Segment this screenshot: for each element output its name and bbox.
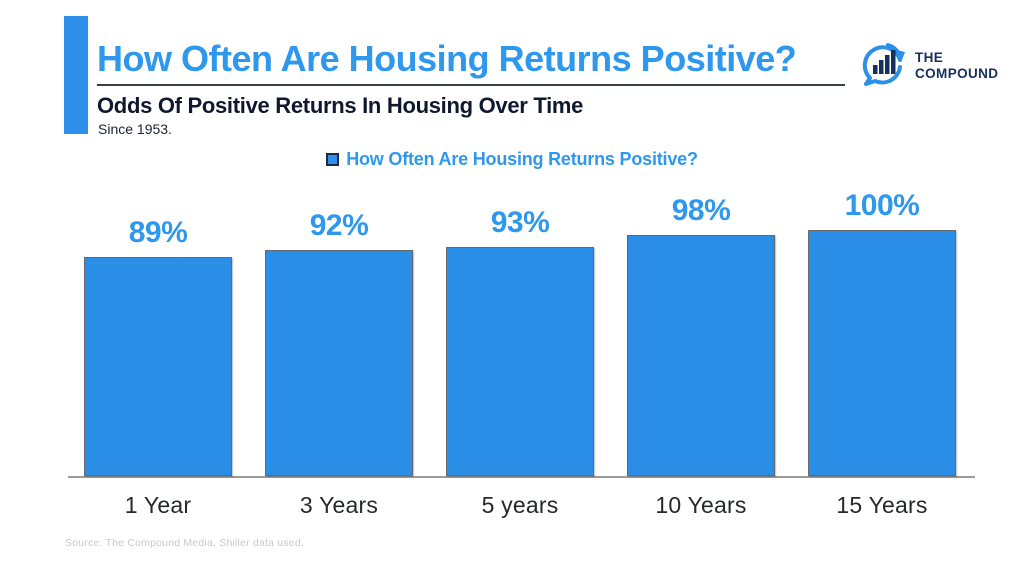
compound-logo: THE COMPOUND	[858, 38, 998, 93]
bars-row: 89% 92% 93% 98% 100%	[84, 188, 956, 476]
logo-wordmark: THE COMPOUND	[915, 50, 998, 82]
bar-value-label: 100%	[844, 189, 920, 222]
bar	[446, 247, 594, 476]
bar	[84, 257, 232, 476]
bar-value-label: 93%	[490, 206, 550, 239]
chart-plot-area: 89% 92% 93% 98% 100%	[68, 188, 975, 478]
bar-group: 92%	[265, 209, 413, 476]
page-subtitle: Odds Of Positive Returns In Housing Over…	[97, 93, 584, 118]
bar-value-label: 89%	[128, 216, 188, 249]
x-axis-label: 10 Years	[655, 492, 747, 518]
compound-chart-bubble-icon	[858, 38, 908, 93]
bar	[265, 250, 413, 476]
page-subnote: Since 1953.	[98, 121, 172, 137]
x-axis-label: 1 Year	[124, 492, 192, 518]
page-title: How Often Are Housing Returns Positive?	[97, 38, 797, 79]
bar-group: 98%	[627, 194, 775, 476]
bar-value-label: 92%	[309, 209, 369, 242]
bar-value-label: 98%	[671, 194, 731, 227]
xaxis-labels-row: 1 Year 3 Years 5 years 10 Years 15 Years	[84, 492, 956, 519]
x-axis-label: 3 Years	[299, 492, 379, 518]
legend-label: How Often Are Housing Returns Positive?	[346, 149, 698, 169]
header-accent-bar	[64, 16, 88, 134]
bar-group: 93%	[446, 206, 594, 476]
title-underline	[97, 84, 845, 86]
logo-line1: THE	[915, 49, 944, 65]
source-note: Source: The Compound Media, Shiller data…	[65, 537, 304, 549]
bar	[627, 235, 775, 476]
logo-line2: COMPOUND	[915, 65, 999, 81]
chart-legend: How Often Are Housing Returns Positive?	[0, 149, 1024, 170]
bar-group: 89%	[84, 216, 232, 476]
bar	[808, 230, 956, 476]
x-axis-label: 5 years	[481, 492, 559, 518]
legend-marker-icon	[326, 153, 340, 166]
bar-group: 100%	[808, 189, 956, 476]
x-axis-label: 15 Years	[836, 492, 928, 518]
